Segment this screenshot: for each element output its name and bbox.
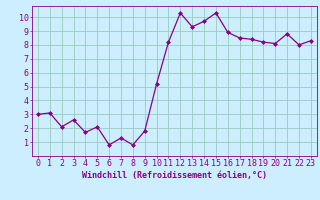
X-axis label: Windchill (Refroidissement éolien,°C): Windchill (Refroidissement éolien,°C) <box>82 171 267 180</box>
